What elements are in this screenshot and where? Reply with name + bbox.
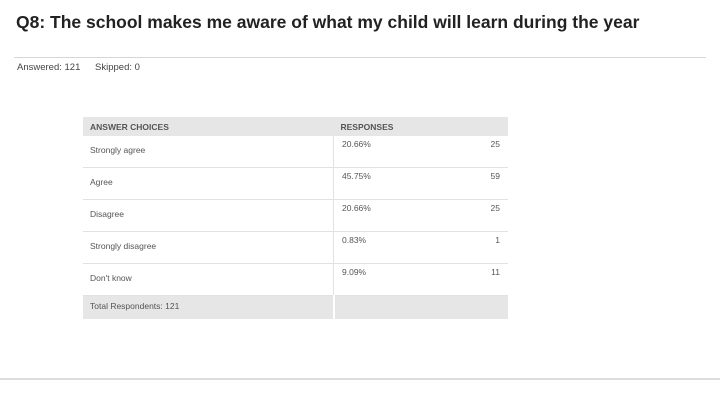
response-count: 25 bbox=[490, 203, 500, 213]
table-header-row: ANSWER CHOICES RESPONSES bbox=[83, 117, 508, 136]
table-row: Don't know 9.09% 11 bbox=[83, 263, 508, 296]
response-cell: 20.66% 25 bbox=[333, 199, 508, 232]
responses-header: RESPONSES bbox=[333, 117, 508, 136]
skipped-count: Skipped: 0 bbox=[95, 62, 140, 73]
choice-label: Don't know bbox=[83, 263, 334, 296]
answer-choices-header: ANSWER CHOICES bbox=[83, 117, 334, 136]
choice-label: Strongly disagree bbox=[83, 231, 334, 264]
response-count: 1 bbox=[495, 235, 500, 245]
choice-label: Disagree bbox=[83, 199, 334, 232]
answered-count: Answered: 121 bbox=[17, 62, 81, 73]
response-percent: 9.09% bbox=[342, 267, 367, 277]
choice-label: Strongly agree bbox=[83, 136, 334, 168]
table-row: Agree 45.75% 59 bbox=[83, 167, 508, 200]
response-percent: 0.83% bbox=[342, 235, 367, 245]
results-table: ANSWER CHOICES RESPONSES Strongly agree … bbox=[83, 117, 508, 319]
footer-divider bbox=[0, 378, 720, 380]
table-row: Strongly agree 20.66% 25 bbox=[83, 136, 508, 168]
response-count: 25 bbox=[490, 139, 500, 149]
response-percent: 20.66% bbox=[342, 203, 371, 213]
table-row: Disagree 20.66% 25 bbox=[83, 199, 508, 232]
response-cell: 0.83% 1 bbox=[333, 231, 508, 264]
response-count: 59 bbox=[490, 171, 500, 181]
total-respondents: Total Respondents: 121 bbox=[83, 295, 334, 319]
response-percent: 20.66% bbox=[342, 139, 371, 149]
choice-label: Agree bbox=[83, 167, 334, 200]
response-percent: 45.75% bbox=[342, 171, 371, 181]
response-cell: 9.09% 11 bbox=[333, 263, 508, 296]
table-row: Strongly disagree 0.83% 1 bbox=[83, 231, 508, 264]
response-cell: 45.75% 59 bbox=[333, 167, 508, 200]
response-stats: Answered: 121 Skipped: 0 bbox=[17, 62, 152, 73]
response-count: 11 bbox=[491, 267, 500, 277]
response-cell: 20.66% 25 bbox=[333, 136, 508, 168]
total-row: Total Respondents: 121 bbox=[83, 295, 508, 319]
question-title: Q8: The school makes me aware of what my… bbox=[16, 12, 640, 32]
title-divider bbox=[14, 57, 706, 58]
total-empty-cell bbox=[332, 295, 508, 319]
